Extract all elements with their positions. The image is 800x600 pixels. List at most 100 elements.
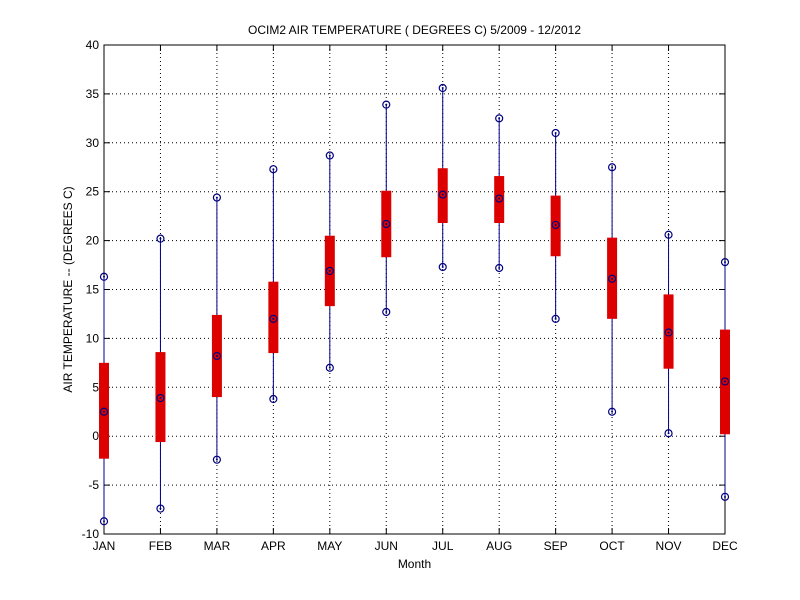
max-marker-dot <box>667 233 670 236</box>
y-tick-label: 5 <box>92 380 99 394</box>
min-marker <box>269 394 278 404</box>
max-marker <box>664 230 673 239</box>
chart-title: OCIM2 AIR TEMPERATURE ( DEGREES C) 5/200… <box>248 23 581 37</box>
median-marker <box>382 219 391 229</box>
x-tick-label: FEB <box>149 539 172 553</box>
min-marker-dot <box>328 366 331 369</box>
min-marker <box>438 262 447 272</box>
x-axis-title: Month <box>398 557 431 571</box>
y-tick-label: 10 <box>86 331 100 345</box>
median-marker <box>212 351 222 361</box>
y-tick-label: -10 <box>82 527 100 541</box>
month-box-nov <box>663 230 674 438</box>
min-marker <box>212 455 222 464</box>
max-marker <box>607 163 617 172</box>
median-marker <box>720 377 730 386</box>
x-tick-label: NOV <box>656 539 682 553</box>
max-marker <box>720 258 730 267</box>
y-tick-label: 40 <box>86 38 100 52</box>
min-marker <box>99 517 109 526</box>
median-marker <box>269 314 278 323</box>
max-marker-dot <box>498 117 501 120</box>
iqr-box <box>268 281 279 354</box>
min-marker-dot <box>385 310 388 313</box>
max-marker <box>382 100 391 109</box>
x-tick-label: JUL <box>432 539 454 553</box>
max-marker-dot <box>385 103 388 106</box>
min-marker-dot <box>724 495 726 498</box>
max-marker <box>551 128 560 138</box>
min-marker-dot <box>103 520 105 523</box>
x-tick-label: SEP <box>544 539 568 553</box>
median-marker-dot <box>554 223 557 226</box>
plot-area: -10 -5 0 5 10 15 20 25 30 35 40 JAN FEB MAR APR MAY JUN J… <box>82 38 738 553</box>
median-marker <box>607 274 617 283</box>
min-marker <box>495 263 504 273</box>
month-box-jun <box>381 100 392 317</box>
median-marker-dot <box>103 410 105 413</box>
median-marker <box>664 328 673 337</box>
max-marker <box>438 83 447 93</box>
median-marker <box>551 220 560 230</box>
y-tick-label: 20 <box>86 234 100 248</box>
month-box-jan <box>99 272 109 526</box>
median-marker <box>99 407 109 416</box>
min-marker-dot <box>159 507 162 510</box>
min-marker-dot <box>441 266 444 269</box>
month-box-oct <box>607 163 618 416</box>
median-marker <box>438 190 447 199</box>
month-box-jul <box>437 83 448 272</box>
y-tick-label: -5 <box>88 478 99 492</box>
min-marker-dot <box>215 458 218 461</box>
x-tick-label: OCT <box>599 539 625 553</box>
axes-frame <box>103 44 726 535</box>
min-marker <box>325 363 334 372</box>
month-box-apr <box>268 165 279 404</box>
max-marker-dot <box>554 132 557 135</box>
month-box-may <box>324 151 335 372</box>
x-tick-label: AUG <box>486 539 512 553</box>
median-marker-dot <box>498 197 501 200</box>
median-marker-dot <box>328 269 331 272</box>
y-tick-label: 30 <box>86 136 100 150</box>
max-marker-dot <box>159 237 162 240</box>
median-marker <box>156 393 165 403</box>
y-tick-label: 15 <box>86 283 100 297</box>
min-marker-dot <box>498 266 501 269</box>
max-marker-dot <box>215 196 218 199</box>
month-box-sep <box>550 128 561 323</box>
median-marker-dot <box>441 193 444 196</box>
x-tick-label: JAN <box>93 539 116 553</box>
min-marker <box>664 429 673 438</box>
median-marker <box>495 194 504 203</box>
median-marker-dot <box>272 317 275 320</box>
max-marker <box>99 272 109 281</box>
max-marker <box>495 114 504 123</box>
x-tick-label: MAY <box>317 539 342 553</box>
month-box-dec <box>720 258 730 501</box>
y-axis-title: AIR TEMPERATURE -- (DEGREES C) <box>61 186 75 392</box>
max-marker <box>212 193 222 202</box>
median-marker-dot <box>724 380 726 383</box>
max-marker-dot <box>724 261 726 264</box>
y-tick-label: 35 <box>86 87 100 101</box>
min-marker <box>156 504 165 513</box>
max-marker <box>325 151 334 160</box>
max-marker <box>269 165 278 174</box>
min-marker <box>551 314 560 323</box>
month-box-mar <box>211 193 222 464</box>
y-tick-label: 25 <box>86 185 100 199</box>
min-marker <box>607 407 617 416</box>
max-marker-dot <box>272 168 275 171</box>
max-marker-dot <box>328 154 331 157</box>
y-tick-label: 0 <box>92 429 99 443</box>
median-marker-dot <box>159 397 162 400</box>
median-marker-dot <box>667 331 670 334</box>
min-marker-dot <box>667 432 670 435</box>
median-marker <box>325 266 334 276</box>
max-marker-dot <box>103 275 105 278</box>
max-marker-dot <box>611 166 614 169</box>
median-marker-dot <box>215 355 218 358</box>
min-marker-dot <box>554 317 557 320</box>
